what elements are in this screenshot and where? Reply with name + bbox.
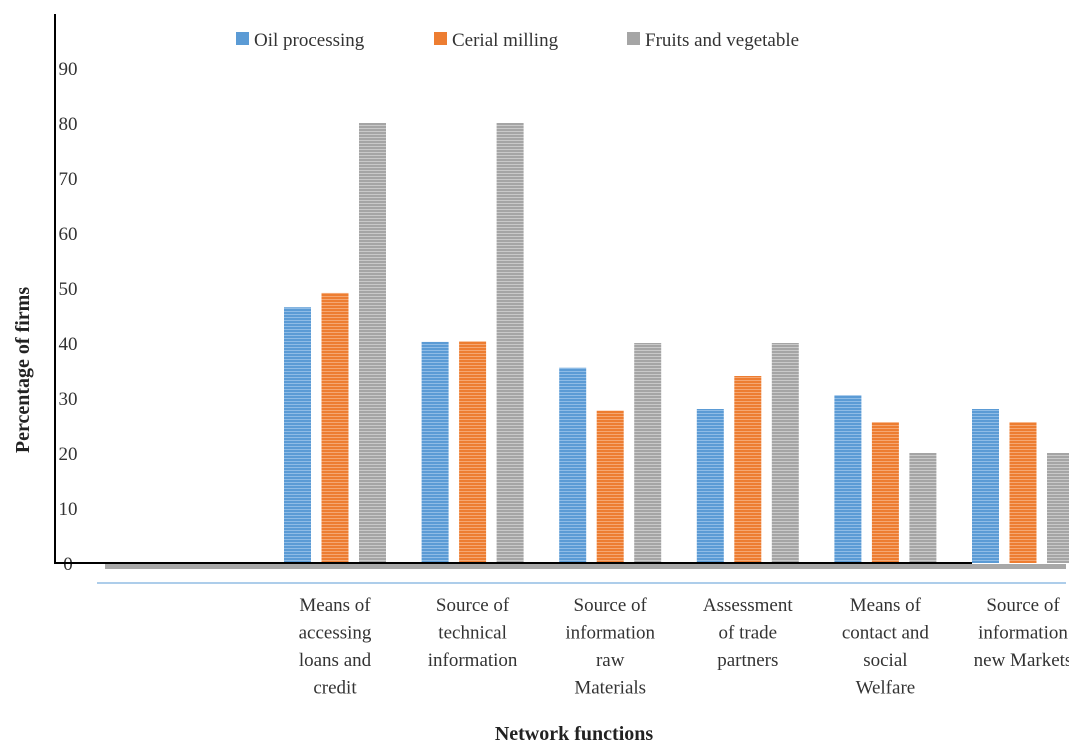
bar-cerial-milling: [459, 341, 487, 563]
axes: [54, 14, 1066, 584]
legend-label: Oil processing: [254, 30, 365, 51]
legend-swatch: [236, 32, 249, 45]
legend-label: Fruits and vegetable: [645, 30, 799, 51]
x-axis-title: Network functions: [495, 723, 654, 745]
legend-label: Cerial milling: [452, 30, 559, 51]
y-tick-label: 0: [63, 554, 73, 575]
legend: Oil processing Cerial milling Fruits and v…: [236, 30, 799, 51]
bar-fruits-and-vegetable: [771, 343, 799, 563]
y-tick-label: 80: [59, 114, 78, 135]
y-tick-label: 70: [59, 169, 78, 190]
bar-cerial-milling: [321, 292, 349, 563]
y-tick-label: 10: [59, 499, 78, 520]
x-category-label: Assessment of trade partners: [703, 595, 793, 671]
x-axis-category-labels: Means of accessing loans and credit Source o…: [299, 595, 1069, 699]
bar-oil-processing: [696, 409, 724, 563]
bar-fruits-and-vegetable: [634, 343, 662, 563]
bar-oil-processing: [834, 395, 862, 563]
bar-oil-processing: [972, 409, 999, 563]
bar-fruits-and-vegetable: [909, 453, 937, 563]
bar-cerial-milling: [1009, 422, 1037, 563]
bar-fruits-and-vegetable: [1047, 453, 1069, 563]
x-category-label: Means of contact and social Welfare: [842, 595, 930, 699]
bar-cerial-milling: [596, 410, 624, 563]
y-tick-label: 90: [59, 59, 78, 80]
y-tick-label: 50: [59, 279, 78, 300]
bar-fruits-and-vegetable: [359, 123, 386, 563]
y-tick-label: 30: [59, 389, 78, 410]
x-category-label: Source of information raw Materials: [565, 595, 655, 699]
bar-oil-processing: [421, 341, 449, 563]
y-tick-label: 40: [59, 334, 78, 355]
x-category-label: Means of accessing loans and credit: [299, 595, 372, 699]
bar-fruits-and-vegetable: [496, 123, 524, 563]
x-category-label: Source of information new Markets: [974, 595, 1069, 671]
bar-cerial-milling: [871, 422, 899, 563]
bars: [284, 123, 1069, 563]
x-category-label: Source of technical information: [428, 595, 518, 671]
baseline-band: [105, 564, 1066, 569]
bar-oil-processing: [284, 307, 311, 563]
y-axis-title: Percentage of firms: [12, 287, 34, 453]
y-tick-label: 60: [59, 224, 78, 245]
bar-cerial-milling: [734, 376, 762, 563]
bar-oil-processing: [559, 367, 587, 563]
y-tick-label: 20: [59, 444, 78, 465]
legend-swatch: [434, 32, 447, 45]
legend-swatch: [627, 32, 640, 45]
y-axis-ticks: 0 10 20 30 40 50 60 70 80 90: [59, 59, 78, 575]
